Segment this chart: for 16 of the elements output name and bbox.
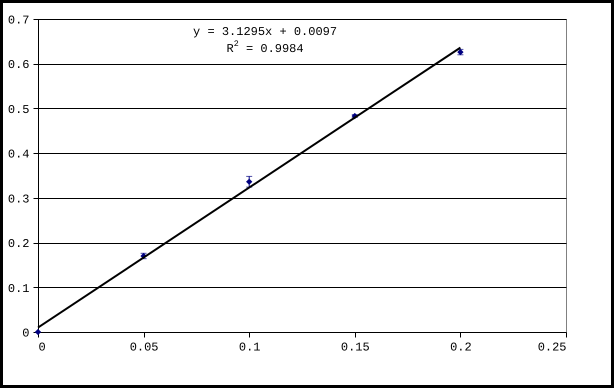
y-tick-label: 0 (22, 326, 30, 340)
annotation: y = 3.1295x + 0.0097 (193, 25, 338, 39)
y-tick-label: 0.6 (8, 58, 30, 72)
y-tick-label: 0.5 (8, 102, 30, 117)
x-tick-label: 0.15 (340, 340, 370, 354)
y-tick-label: 0.2 (8, 237, 30, 252)
x-tick-label: 0.2 (450, 340, 472, 354)
y-tick-label: 0.4 (8, 148, 30, 162)
point (246, 178, 252, 185)
x-tick-label: 0 (38, 340, 46, 354)
x-tick-label: 0.25 (538, 340, 566, 354)
y-tick-label: 0.3 (8, 192, 30, 206)
y-tick-label: 0.1 (8, 282, 30, 296)
x-tick-label: 0.1 (238, 340, 261, 354)
y-tick-label: 0.7 (8, 14, 30, 28)
x-tick-label: 0.05 (130, 340, 159, 354)
